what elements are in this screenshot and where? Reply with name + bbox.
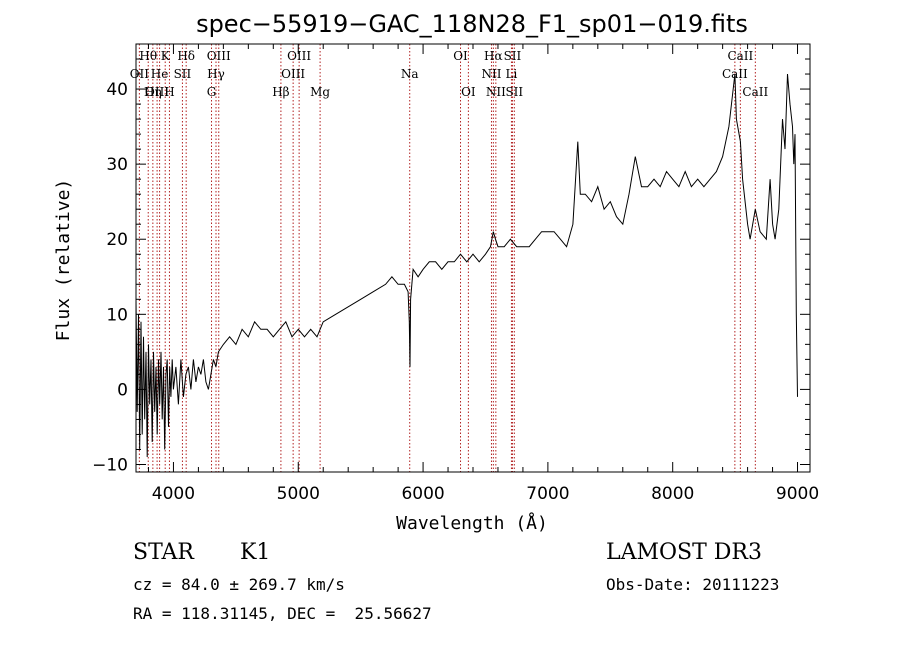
x-tick-label: 7000 — [526, 484, 569, 504]
x-tick-label: 8000 — [651, 484, 694, 504]
line-marker-label: H — [164, 85, 174, 99]
line-marker-label: SII — [504, 49, 522, 63]
spectrum-series-line — [135, 73, 798, 458]
x-axis-label: Wavelength (Å) — [396, 512, 548, 534]
line-marker-label: Na — [401, 67, 419, 81]
survey-name: LAMOST DR3 — [606, 540, 762, 565]
emission-line-markers — [138, 44, 756, 472]
line-marker-label: CaII — [742, 85, 768, 99]
redshift-velocity: cz = 84.0 ± 269.7 km/s — [133, 575, 345, 594]
line-marker-label: G — [207, 85, 217, 99]
line-marker-label: OIII — [207, 49, 231, 63]
line-marker-label: Hα — [484, 49, 503, 63]
line-marker-label: SII — [174, 67, 192, 81]
line-marker-label: OIII — [145, 85, 169, 99]
x-tick-label: 5000 — [277, 484, 320, 504]
line-marker-label: Hθ — [139, 49, 157, 63]
plot-frame — [135, 43, 811, 473]
line-marker-label: Mg — [310, 85, 330, 99]
y-axis-label: Flux (relative) — [53, 179, 74, 342]
line-marker-label: OIII — [287, 49, 311, 63]
line-marker-label: CaII — [727, 49, 753, 63]
line-marker-label: Hγ — [207, 67, 225, 81]
line-marker-label: He — [151, 67, 169, 81]
y-tick-label: 20 — [106, 230, 128, 250]
line-marker-label: OIII — [281, 67, 305, 81]
x-axis-ticks: 4000 5000 6000 7000 8000 9000 — [147, 44, 819, 504]
line-marker-label: Hβ — [272, 85, 289, 99]
x-tick-label: 9000 — [776, 484, 819, 504]
y-tick-label: 40 — [106, 80, 128, 100]
observation-date: Obs-Date: 20111223 — [606, 575, 780, 594]
y-tick-label: 10 — [106, 305, 128, 325]
object-class: STAR — [133, 540, 194, 565]
line-marker-label: OI — [461, 85, 476, 99]
line-marker-label: Li — [506, 67, 518, 81]
line-marker-label: Hδ — [177, 49, 195, 63]
sky-coordinates: RA = 118.31145, DEC = 25.56627 — [133, 604, 432, 623]
x-tick-label: 4000 — [152, 484, 195, 504]
x-tick-label: 6000 — [401, 484, 444, 504]
y-axis-ticks: −10 0 10 20 30 40 — [92, 58, 810, 475]
line-marker-label: NII — [486, 85, 506, 99]
y-tick-label: −10 — [92, 455, 128, 475]
y-tick-label: 0 — [117, 380, 128, 400]
chart-title: spec−55919−GAC_118N28_F1_sp01−019.fits — [196, 10, 748, 38]
line-marker-label: OI — [453, 49, 468, 63]
y-tick-label: 30 — [106, 155, 128, 175]
line-marker-label: NII — [481, 67, 501, 81]
line-marker-label: Hη — [144, 85, 162, 99]
object-subclass: K1 — [240, 540, 271, 565]
line-marker-label: SII — [505, 85, 523, 99]
line-marker-label: K — [161, 49, 171, 63]
